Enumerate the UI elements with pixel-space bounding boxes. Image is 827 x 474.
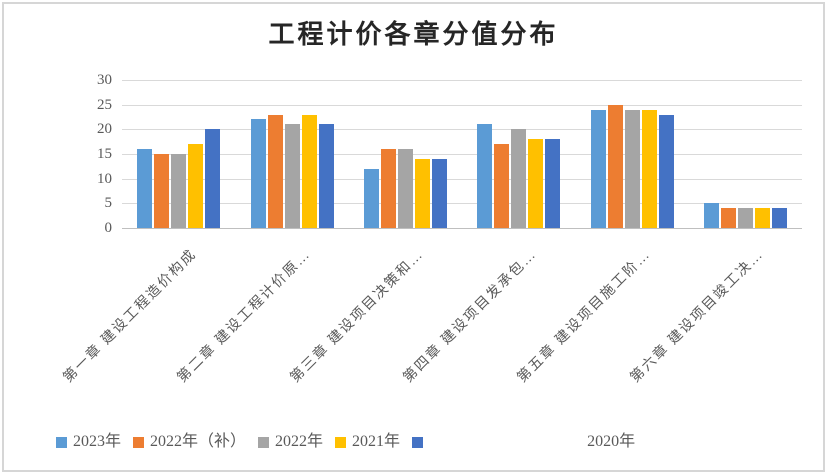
x-axis-line [122, 228, 802, 229]
legend-swatch-5-icon [412, 436, 424, 448]
legend-item: 2020年 [412, 433, 635, 451]
legend-label: 2023年 [73, 433, 122, 450]
bar-series-4-group-6 [754, 208, 770, 228]
legend-item: 2022年（补） [133, 433, 246, 451]
bar-series-3-group-4 [511, 129, 527, 228]
y-axis-tick-label: 15 [97, 146, 112, 162]
bar-series-4-group-5 [641, 109, 657, 228]
gridline [122, 203, 802, 205]
chart-title: 工程计价各章分值分布 [268, 20, 559, 49]
bar-series-3-group-3 [397, 149, 413, 228]
bar-series-3-group-5 [624, 109, 640, 228]
bar-series-2-group-2 [267, 114, 283, 228]
bar-series-2-group-5 [607, 104, 623, 228]
bar-series-1-group-6 [703, 203, 719, 228]
bar-series-5-group-6 [771, 208, 787, 228]
legend-item: 2022年 [258, 433, 323, 451]
legend-swatch-4-icon [335, 436, 347, 448]
bar-series-3-group-2 [284, 124, 300, 228]
bar-series-2-group-4 [494, 144, 510, 228]
bar-series-3-group-6 [737, 208, 753, 228]
gridline [122, 129, 802, 131]
bar-series-2-group-6 [720, 208, 736, 228]
legend-label: 2022年（补） [150, 433, 247, 450]
bar-series-2-group-3 [380, 149, 396, 228]
bar-series-1-group-1 [137, 149, 153, 228]
legend-label: 2020年 [587, 433, 636, 450]
legend-swatch-2-icon [133, 436, 145, 448]
y-axis-tick-label: 20 [97, 121, 112, 138]
bar-series-4-group-4 [528, 139, 544, 228]
gridline [122, 80, 802, 81]
y-axis-tick-label: 5 [104, 195, 113, 212]
bar-series-5-group-4 [545, 139, 561, 228]
bar-series-1-group-5 [590, 109, 606, 228]
bar-series-4-group-1 [188, 144, 204, 228]
legend-swatch-1-icon [56, 436, 67, 448]
gridline [122, 178, 802, 180]
plot-area [122, 80, 802, 229]
bar-series-1-group-3 [363, 168, 379, 228]
y-axis-tick-label: 30 [97, 72, 112, 88]
y-axis-tick-label: 10 [97, 170, 112, 187]
gridline [122, 154, 802, 155]
bar-series-4-group-2 [301, 114, 317, 228]
bar-series-3-group-1 [171, 154, 187, 228]
gridline [122, 104, 802, 106]
legend-label: 2022年 [275, 433, 324, 450]
y-axis-tick-label: 0 [104, 220, 113, 236]
bar-series-5-group-2 [318, 124, 334, 228]
bar-series-5-group-5 [658, 114, 674, 228]
bar-series-4-group-3 [414, 158, 430, 228]
bar-series-5-group-3 [431, 158, 447, 228]
legend-item: 2023年 [56, 433, 121, 451]
bar-series-1-group-2 [250, 119, 266, 228]
y-axis-tick-label: 25 [97, 96, 112, 113]
bar-series-1-group-4 [477, 124, 493, 228]
legend: 2023年 2022年（补） 2022年 2021年 2020年 [56, 433, 647, 451]
legend-label: 2021年 [352, 433, 401, 450]
bar-series-5-group-1 [205, 129, 221, 228]
legend-item: 2021年 [335, 433, 400, 451]
bar-series-2-group-1 [154, 154, 170, 228]
legend-swatch-3-icon [258, 436, 270, 448]
